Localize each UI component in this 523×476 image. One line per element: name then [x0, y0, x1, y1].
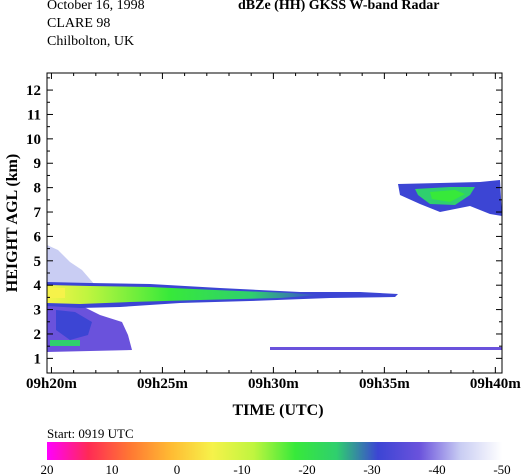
x-tick-label-0: 09h20m — [26, 376, 77, 392]
colorbar-ticks: 20 10 0 -10 -20 -30 -40 -50 — [41, 462, 511, 476]
x-axis: 09h20m 09h25m 09h30m 09h35m 09h40m — [26, 73, 521, 392]
colorbar-tick-label-0: 20 — [41, 462, 54, 476]
echo-layer — [47, 180, 502, 352]
colorbar — [47, 442, 502, 460]
echo-surface — [270, 347, 502, 350]
chart-title: dBZe (HH) GKSS W-band Radar — [238, 0, 440, 13]
site-label: Chilbolton, UK — [47, 34, 135, 49]
y-tick-label-3: 3 — [34, 303, 42, 319]
y-tick-label-10: 10 — [26, 132, 41, 148]
colorbar-tick-label-1: 10 — [106, 462, 119, 476]
y-tick-label-11: 11 — [27, 107, 41, 123]
y-tick-label-12: 12 — [26, 83, 41, 99]
echo-upper — [398, 180, 502, 216]
y-tick-label-1: 1 — [34, 351, 42, 367]
plot-frame — [46, 72, 503, 374]
x-tick-label-2: 09h30m — [248, 376, 299, 392]
colorbar-tick-label-6: -40 — [428, 462, 445, 476]
campaign-label: CLARE 98 — [47, 16, 111, 31]
echo-upper-core — [430, 190, 465, 202]
colorbar-tick-label-7: -50 — [493, 462, 510, 476]
y-axis-title: HEIGHT AGL (km) — [4, 154, 21, 292]
echo-precip-green — [50, 340, 80, 346]
echo-precip-core — [56, 310, 92, 340]
x-axis-title: TIME (UTC) — [232, 402, 323, 419]
y-tick-label-2: 2 — [34, 327, 42, 343]
y-tick-label-9: 9 — [34, 156, 42, 172]
y-tick-label-7: 7 — [34, 205, 42, 221]
x-tick-label-3: 09h35m — [359, 376, 410, 392]
y-tick-label-6: 6 — [34, 229, 42, 245]
echo-lowcloud-inner — [47, 285, 320, 304]
y-tick-label-4: 4 — [34, 278, 42, 294]
colorbar-tick-label-4: -20 — [298, 462, 315, 476]
colorbar-tick-label-3: -10 — [233, 462, 250, 476]
date-label: October 16, 1998 — [47, 0, 145, 13]
x-tick-label-1: 09h25m — [137, 376, 188, 392]
x-tick-label-4: 09h40m — [470, 376, 521, 392]
colorbar-tick-label-5: -30 — [363, 462, 380, 476]
colorbar-tick-label-2: 0 — [174, 462, 181, 476]
y-tick-label-5: 5 — [34, 254, 42, 270]
echo-lowcloud-core — [47, 288, 65, 298]
start-label: Start: 0919 UTC — [47, 426, 134, 441]
y-tick-label-8: 8 — [34, 181, 42, 197]
echo-lowcloud — [47, 282, 398, 308]
